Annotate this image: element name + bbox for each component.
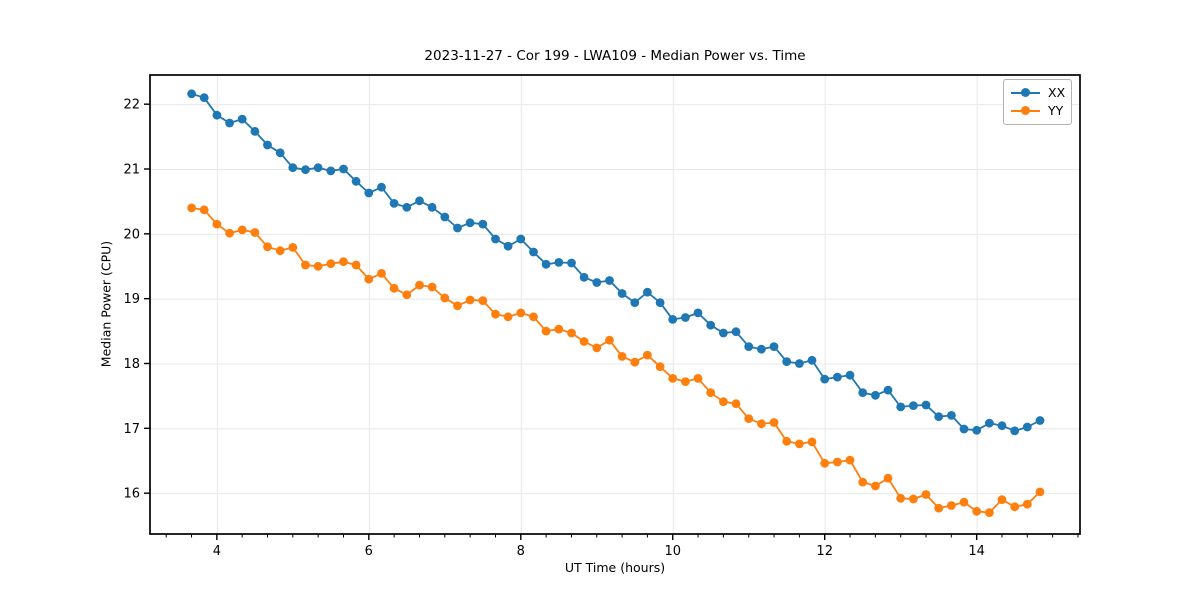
legend-entry-yy: YY bbox=[1011, 102, 1064, 120]
plot-border bbox=[149, 74, 1081, 535]
x-tick-label: 6 bbox=[365, 544, 373, 559]
axis-ticks bbox=[144, 103, 1079, 540]
series-markers-xx bbox=[187, 89, 1045, 436]
y-tick-label: 21 bbox=[123, 163, 140, 178]
y-tick-label: 17 bbox=[123, 422, 140, 437]
y-tick-label: 19 bbox=[123, 292, 140, 307]
x-tick-label: 12 bbox=[816, 544, 833, 559]
x-tick-label: 14 bbox=[968, 544, 985, 559]
legend-label-xx: XX bbox=[1048, 85, 1066, 100]
chart-title: 2023-11-27 - Cor 199 - LWA109 - Median P… bbox=[424, 48, 806, 64]
legend-marker-dot bbox=[1021, 88, 1030, 97]
legend-swatch-xx bbox=[1011, 88, 1040, 98]
legend-label-yy: YY bbox=[1048, 103, 1064, 118]
y-tick-label: 16 bbox=[123, 487, 140, 502]
legend-marker-dot bbox=[1021, 106, 1030, 115]
x-tick-label: 10 bbox=[664, 544, 681, 559]
y-tick-label: 20 bbox=[123, 227, 140, 242]
x-axis-label: UT Time (hours) bbox=[564, 560, 666, 575]
series-markers-yy bbox=[187, 203, 1045, 517]
x-tick-label: 8 bbox=[517, 544, 525, 559]
series-line-yy bbox=[191, 207, 1041, 514]
legend-swatch-yy bbox=[1011, 106, 1040, 116]
legend: XX YY bbox=[1003, 79, 1072, 125]
x-tick-label: 4 bbox=[213, 544, 221, 559]
grid-lines bbox=[150, 75, 1080, 534]
legend-entry-xx: XX bbox=[1011, 84, 1066, 102]
y-tick-label: 18 bbox=[123, 357, 140, 372]
tick-labels: 4 6 8 10 12 14 16 17 18 19 20 21 22 bbox=[123, 98, 984, 559]
y-tick-label: 22 bbox=[123, 98, 140, 113]
